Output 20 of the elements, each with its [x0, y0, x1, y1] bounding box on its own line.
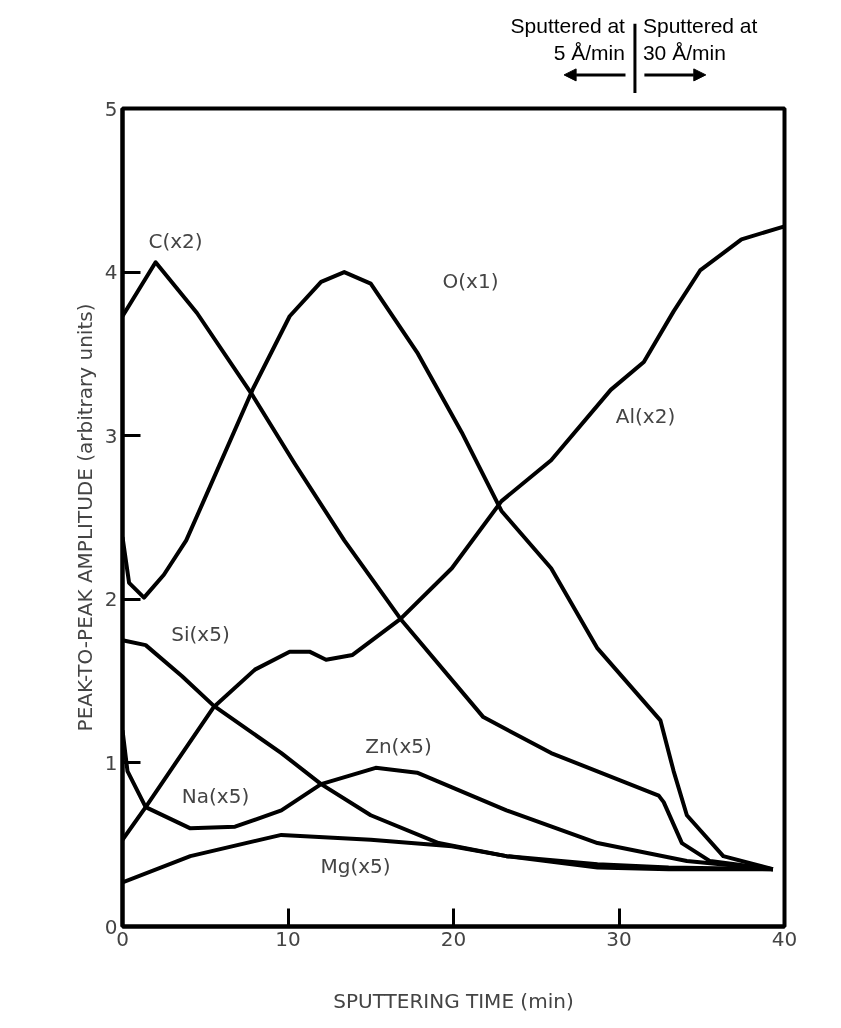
x-tick-label: 20: [440, 926, 467, 951]
annotation: Si(x5): [171, 621, 230, 646]
annotation: C(x2): [148, 228, 203, 253]
annotation: Al(x2): [615, 403, 676, 428]
x-axis-title: SPUTTERING TIME (min): [333, 988, 574, 1013]
annotation: Zn(x5): [365, 733, 432, 758]
y-axis-title: PEAK-TO-PEAK AMPLITUDE (arbitrary units): [72, 303, 97, 732]
y-tick-label: 5: [104, 96, 118, 121]
y-tick-label: 1: [104, 750, 118, 775]
annotation: Mg(x5): [320, 853, 391, 878]
x-tick-label: 10: [275, 926, 301, 951]
y-tick-label: 2: [104, 587, 118, 612]
annotation: O(x1): [442, 268, 499, 293]
y-tick-label: 4: [104, 260, 118, 285]
annotation: Na(x5): [181, 783, 250, 808]
y-tick-label: 3: [104, 423, 118, 448]
text: Sputtered at 30 Å/min: [642, 14, 758, 64]
x-tick-label: 40: [771, 926, 798, 951]
x-tick-label: 30: [606, 926, 632, 951]
text: Sputtered at 5 Å/min: [510, 14, 626, 64]
